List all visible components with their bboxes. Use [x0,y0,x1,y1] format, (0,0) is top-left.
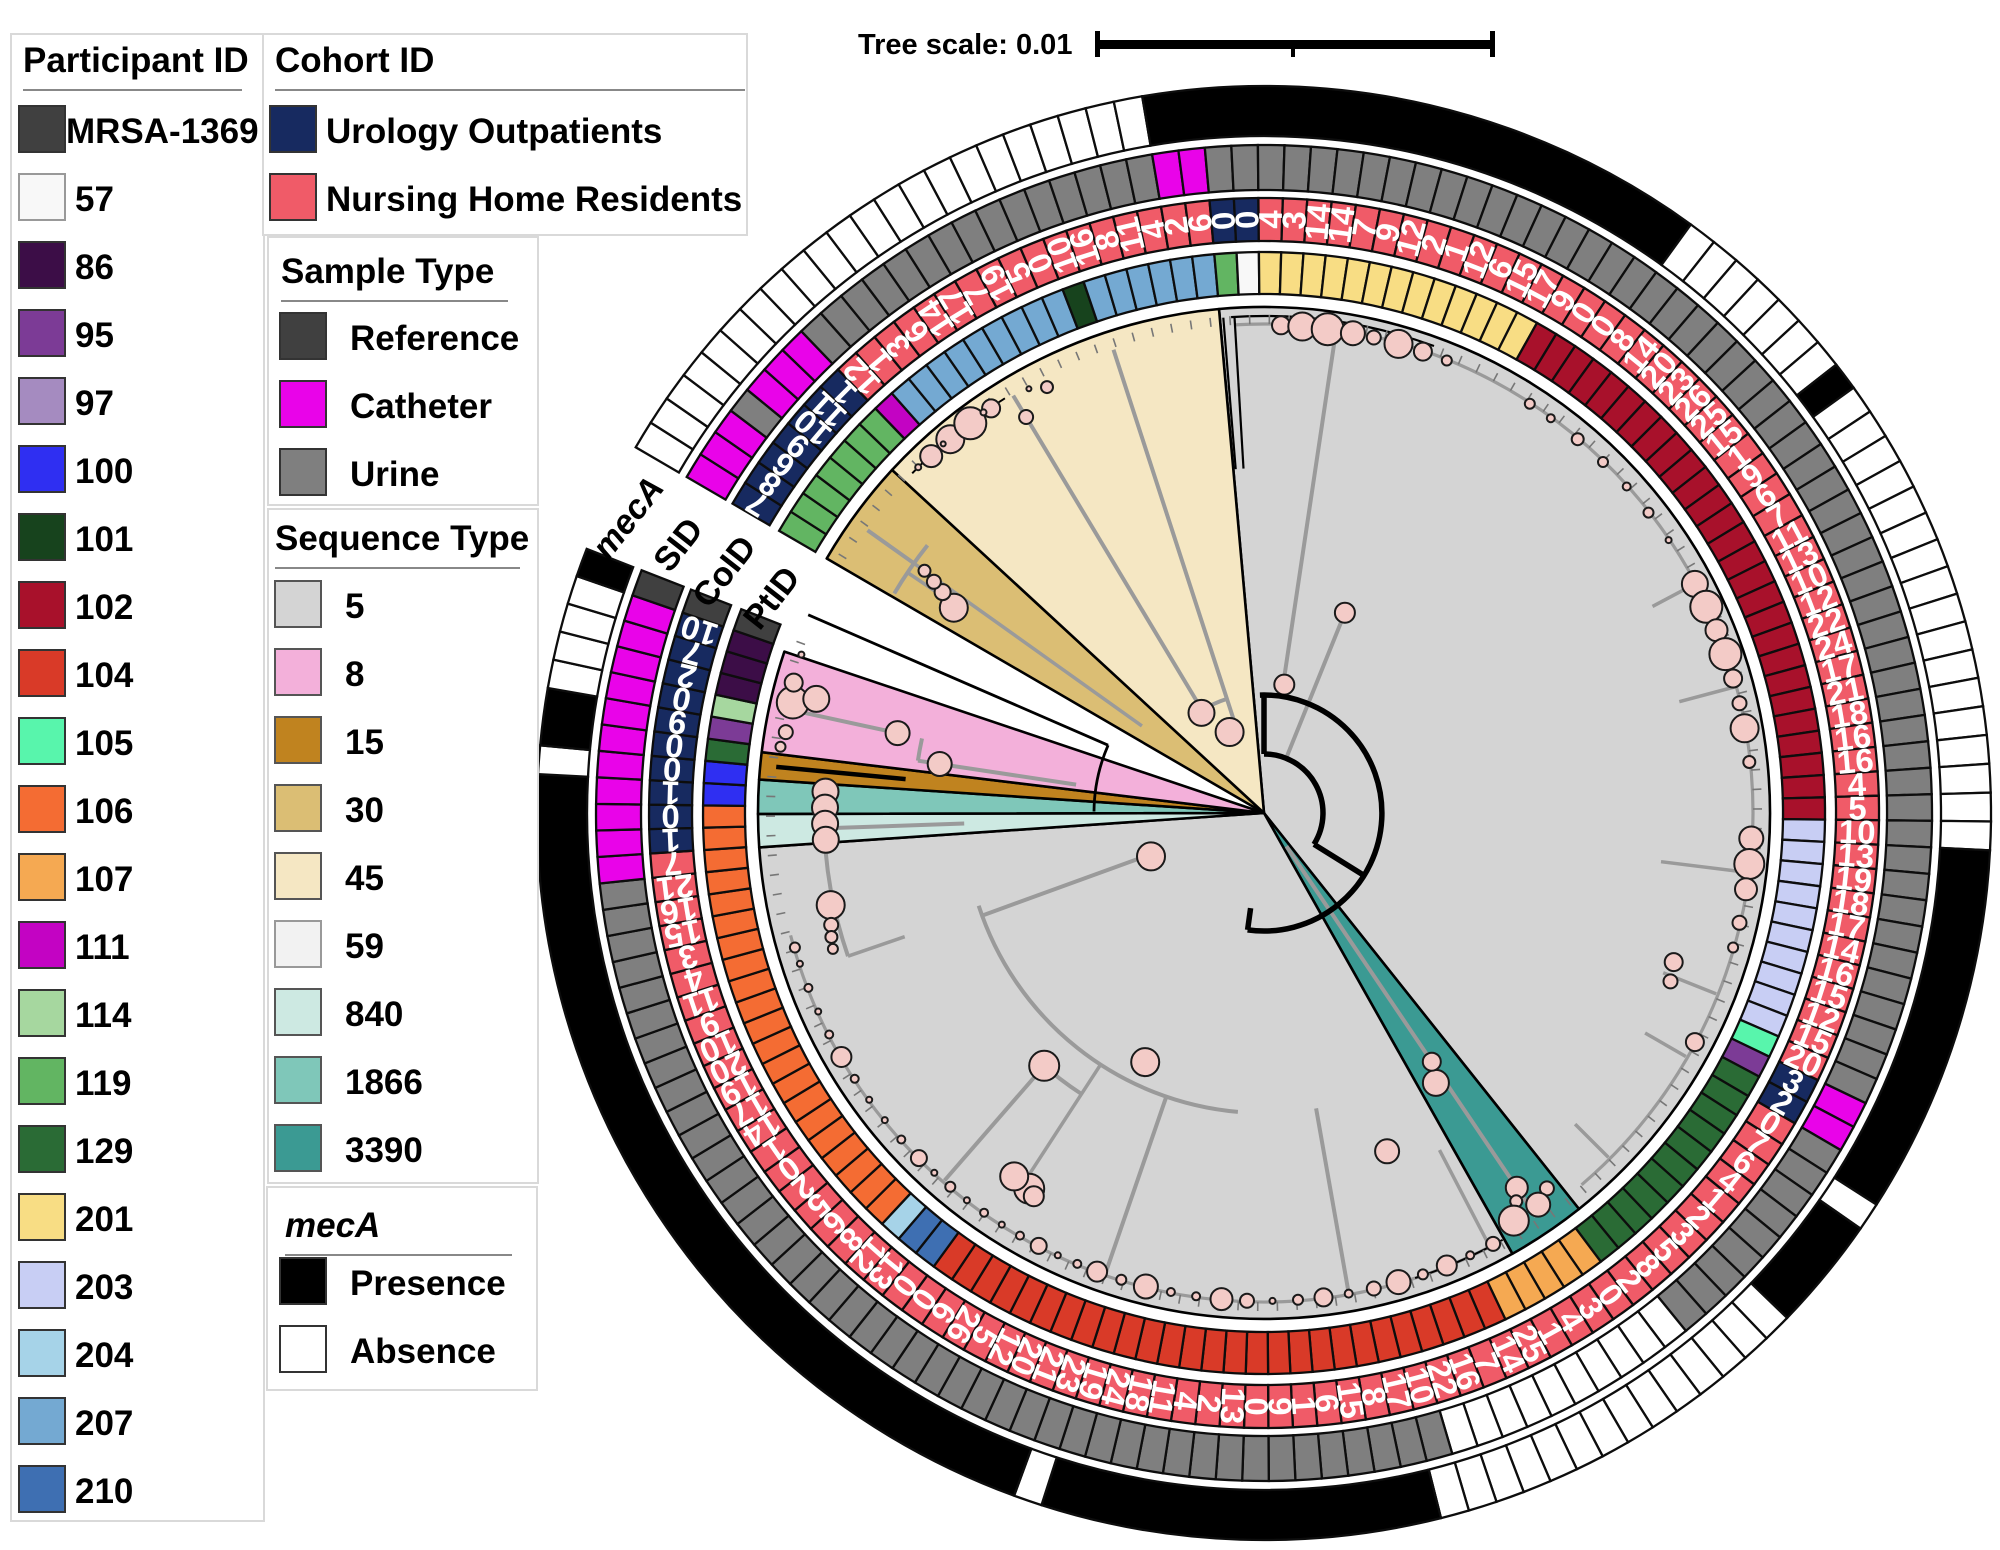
svg-text:57: 57 [75,180,114,219]
svg-text:204: 204 [75,1336,134,1375]
svg-text:8: 8 [345,655,364,694]
svg-text:59: 59 [345,927,384,966]
svg-text:Cohort ID: Cohort ID [275,41,434,80]
svg-text:95: 95 [75,316,114,355]
svg-text:Urology Outpatients: Urology Outpatients [326,112,662,151]
svg-text:106: 106 [75,792,133,831]
svg-text:Presence: Presence [350,1264,506,1303]
svg-text:207: 207 [75,1404,133,1443]
svg-text:111: 111 [75,928,130,967]
svg-text:100: 100 [75,452,133,491]
svg-text:129: 129 [75,1132,133,1171]
svg-text:Tree scale: 0.01: Tree scale: 0.01 [858,29,1072,61]
svg-text:mecA: mecA [285,1206,380,1245]
svg-text:Nursing Home Residents: Nursing Home Residents [326,180,742,219]
svg-text:Absence: Absence [350,1332,496,1371]
svg-text:102: 102 [75,588,133,627]
svg-text:Sequence Type: Sequence Type [275,519,529,558]
svg-text:97: 97 [75,384,114,423]
svg-text:Reference: Reference [350,319,519,358]
svg-text:840: 840 [345,995,403,1034]
svg-text:119: 119 [75,1064,131,1103]
svg-text:Sample Type: Sample Type [281,252,494,291]
svg-text:MRSA-1369: MRSA-1369 [66,112,259,151]
svg-text:3390: 3390 [345,1131,423,1170]
svg-text:Urine: Urine [350,455,439,494]
svg-text:107: 107 [75,860,133,899]
svg-text:30: 30 [345,791,384,830]
svg-text:1866: 1866 [345,1063,423,1102]
svg-text:114: 114 [75,996,132,1035]
svg-text:101: 101 [75,520,133,559]
svg-text:5: 5 [345,587,364,626]
svg-text:45: 45 [345,859,384,898]
svg-text:201: 201 [75,1200,133,1239]
svg-text:15: 15 [345,723,384,762]
svg-text:105: 105 [75,724,133,763]
svg-text:104: 104 [75,656,134,695]
svg-text:210: 210 [75,1472,133,1511]
svg-text:Participant ID: Participant ID [23,41,249,80]
svg-text:Catheter: Catheter [350,387,492,426]
svg-text:86: 86 [75,248,114,287]
svg-text:203: 203 [75,1268,133,1307]
